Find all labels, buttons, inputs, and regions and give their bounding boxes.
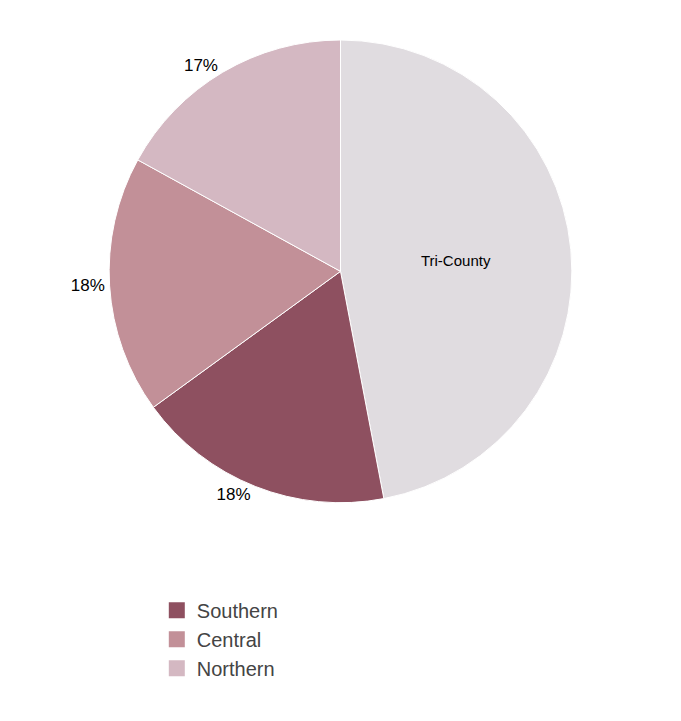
svg-text:18%: 18% [217,485,251,504]
svg-text:17%: 17% [184,56,218,75]
svg-text:Central: Central [197,629,261,651]
svg-text:Northern: Northern [197,658,275,680]
svg-text:Tri-County: Tri-County [421,252,491,269]
svg-text:18%: 18% [71,276,105,295]
svg-text:Southern: Southern [197,600,278,622]
